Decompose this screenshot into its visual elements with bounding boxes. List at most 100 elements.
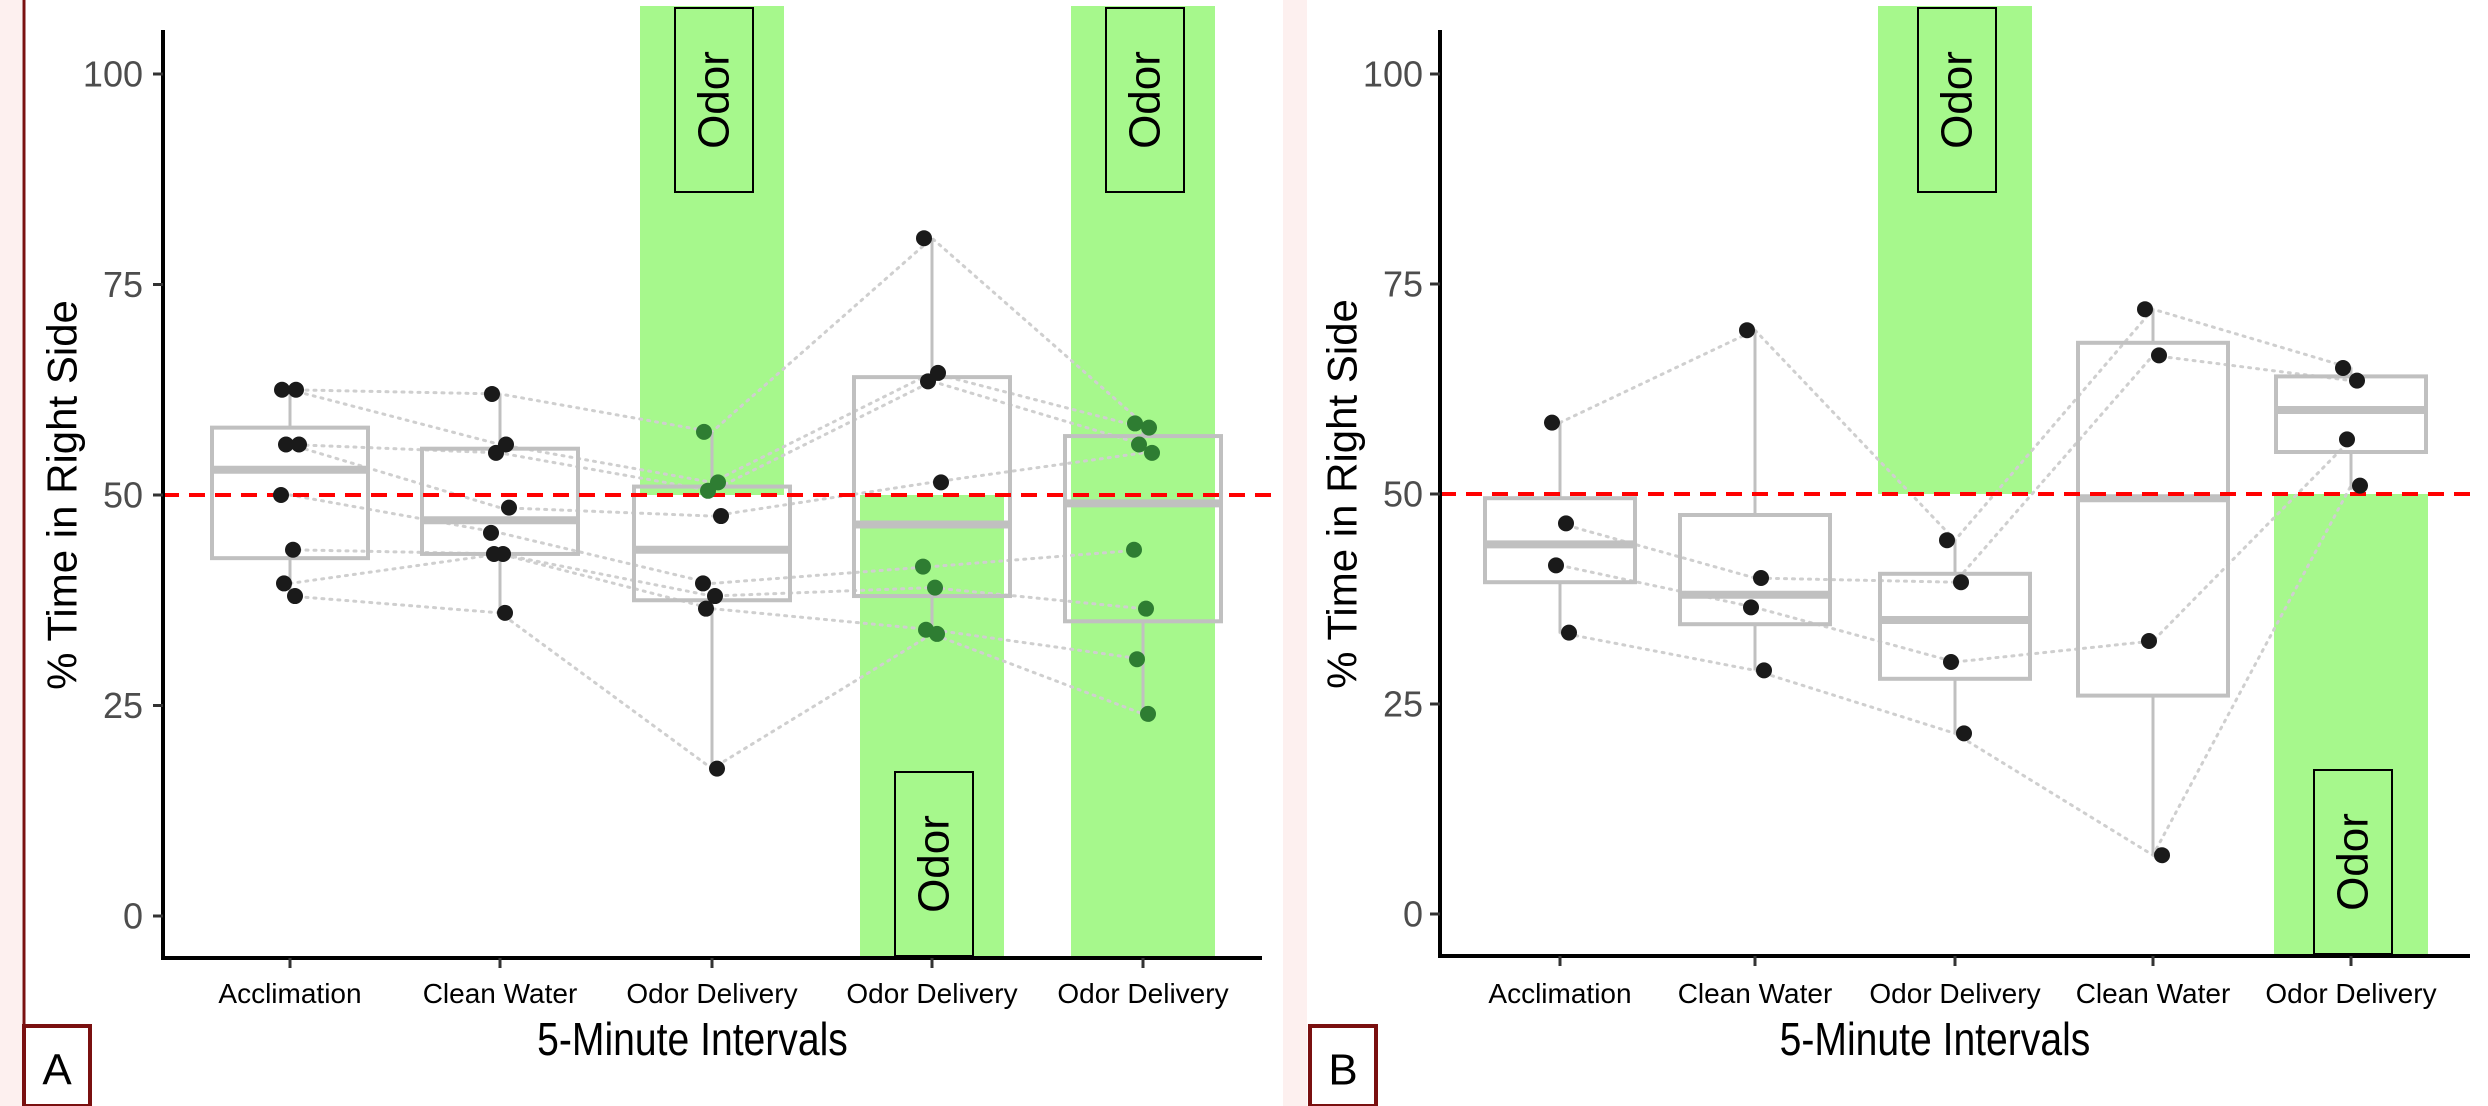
odor-band: [2274, 494, 2428, 954]
subject-trace: [288, 442, 1145, 518]
y-axis-title: % Time in Right Side: [1319, 299, 1366, 689]
y-tick-label: 50: [103, 475, 143, 516]
data-point: [713, 508, 729, 525]
data-point: [920, 373, 936, 390]
data-point: [707, 588, 723, 605]
data-point: [273, 487, 289, 503]
odor-label-box: [1105, 7, 1185, 193]
panel-label: A: [42, 1046, 72, 1095]
data-point: [1756, 662, 1772, 679]
box: [2076, 340, 2230, 698]
data-point: [915, 558, 931, 575]
data-point: [1943, 654, 1959, 670]
data-point: [1743, 599, 1759, 616]
odor-label: Odor: [2329, 813, 2378, 911]
data-point: [2335, 360, 2351, 376]
y-tick-label: 25: [1383, 684, 1423, 725]
data-point: [2141, 633, 2157, 649]
x-tick-label: Odor Delivery: [1057, 978, 1228, 1009]
data-point: [488, 444, 504, 461]
data-point: [287, 588, 303, 605]
data-point: [1140, 705, 1156, 722]
box: [210, 425, 370, 561]
x-tick-label: Clean Water: [2076, 978, 2231, 1009]
data-point: [1753, 570, 1769, 586]
odor-band: [1878, 6, 2032, 494]
data-point: [1548, 557, 1564, 574]
data-point: [1561, 624, 1577, 641]
data-point: [695, 575, 711, 592]
data-point: [2154, 847, 2170, 864]
data-point: [700, 482, 716, 499]
data-point: [1544, 414, 1560, 431]
x-axis-title: 5-Minute Intervals: [1780, 1014, 2091, 1066]
x-tick-label: Clean Water: [423, 978, 578, 1009]
y-axis-title: % Time in Right Side: [39, 300, 86, 690]
odor-label: Odor: [1933, 51, 1982, 149]
data-point: [291, 436, 307, 453]
panel-label: B: [1328, 1046, 1357, 1095]
data-point: [497, 604, 513, 621]
data-point: [709, 760, 725, 777]
odor-band: [860, 495, 1004, 956]
x-tick-label: Odor Delivery: [846, 978, 1017, 1009]
y-tick-label: 100: [83, 54, 143, 95]
x-tick-label: Acclimation: [1488, 978, 1631, 1009]
data-point: [278, 436, 294, 453]
data-point: [1956, 725, 1972, 742]
y-tick-label: 75: [1383, 264, 1423, 305]
x-tick-label: Odor Delivery: [1869, 978, 2040, 1009]
data-point: [916, 230, 932, 247]
data-point: [2339, 431, 2355, 448]
odor-label: Odor: [1121, 51, 1170, 149]
data-point: [2352, 477, 2368, 494]
data-point: [1127, 415, 1143, 432]
data-point: [696, 423, 712, 440]
data-point: [484, 385, 500, 402]
data-point: [1953, 574, 1969, 591]
panel-label-box: [22, 1024, 92, 1106]
odor-label-box: [674, 7, 754, 193]
odor-label: Odor: [690, 51, 739, 149]
y-tick-label: 50: [1383, 474, 1423, 515]
data-point: [1129, 651, 1145, 668]
data-point: [1144, 444, 1160, 461]
box: [1678, 513, 1832, 627]
subject-trace: [288, 493, 1145, 585]
data-point: [1131, 436, 1147, 453]
odor-label-box: [1917, 7, 1997, 193]
chart-panel-b: Odor Odor 0 25 50 75 100 Acclimation Clean Water…: [1308, 6, 2480, 1106]
data-point: [501, 499, 517, 516]
data-point: [2151, 347, 2167, 364]
data-point: [698, 600, 714, 617]
data-point: [933, 474, 949, 491]
data-point: [1558, 515, 1574, 532]
data-point: [929, 625, 945, 642]
y-tick-label: 75: [103, 264, 143, 305]
data-point: [1138, 600, 1154, 617]
data-point: [2349, 372, 2365, 389]
odor-band: [1071, 6, 1215, 956]
x-axis-title: 5-Minute Intervals: [537, 1014, 848, 1066]
x-tick-label: Clean Water: [1678, 978, 1833, 1009]
x-tick-label: Odor Delivery: [2265, 978, 2436, 1009]
data-point: [486, 545, 502, 562]
data-point: [2137, 301, 2153, 318]
data-point: [1126, 541, 1142, 558]
data-point: [1141, 419, 1157, 436]
chart-panel-a: Odor Odor Odor 0 25 50 75 100 Acclimation Clean W…: [22, 6, 1272, 1106]
y-tick-label: 0: [123, 896, 143, 937]
x-tick-label: Acclimation: [218, 978, 361, 1009]
box: [1878, 571, 2032, 681]
left-margin: [0, 0, 22, 1106]
data-point: [288, 381, 304, 398]
data-point: [274, 381, 290, 398]
odor-band: [640, 6, 784, 495]
odor-label: Odor: [910, 815, 959, 913]
data-point: [483, 524, 499, 541]
box: [1063, 434, 1223, 624]
panel-gap: [1283, 0, 1307, 1106]
box: [1483, 496, 1637, 585]
